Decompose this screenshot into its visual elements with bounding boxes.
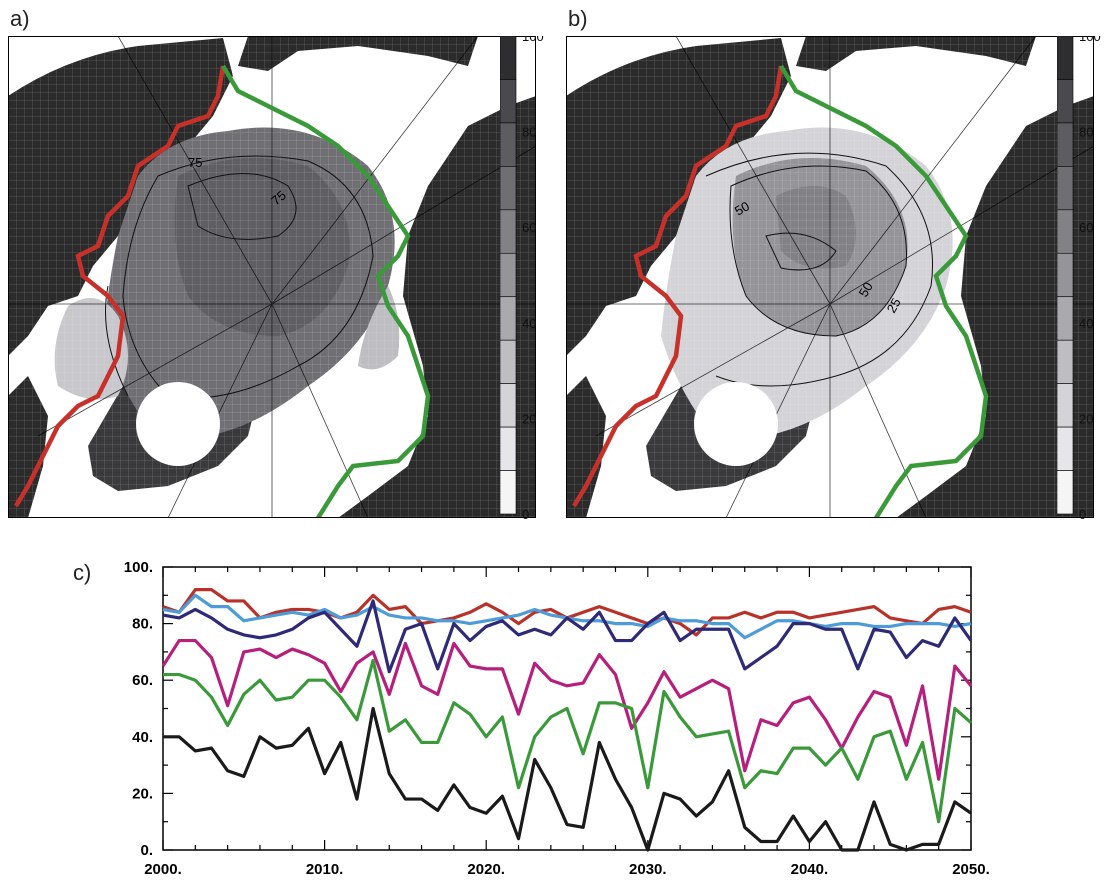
y-tick-label: 60. (132, 672, 153, 689)
colorbar-tick-label: 20 (522, 411, 536, 426)
pole-hole (694, 382, 778, 466)
colorbar-b: 100 80 60 40 20 0 (1057, 36, 1101, 522)
colorbar-cell (1057, 470, 1074, 515)
x-axis: 2000. 2010. 2020. 2030. 2040. 2050. (144, 567, 990, 878)
colorbar-cell (1057, 252, 1074, 298)
contour-label-25: 25 (884, 295, 904, 315)
green-boundary (779, 64, 989, 518)
colorbar-cell (1057, 36, 1074, 80)
colorbar-cell (1057, 122, 1074, 167)
x-tick-label: 2030. (629, 861, 667, 878)
colorbar-cell (500, 252, 517, 298)
panel-c-label: c) (73, 560, 92, 585)
x-tick-label: 2000. (144, 861, 182, 878)
colorbar-tick-label: 80 (1079, 125, 1093, 140)
y-tick-label: 40. (132, 729, 153, 746)
panel-b-label: b) (568, 6, 588, 31)
colorbar-cell (500, 296, 517, 341)
colorbar-tick-label: 100 (522, 36, 544, 44)
colorbar-cell (1057, 79, 1074, 124)
colorbar-tick-label: 20 (1079, 411, 1093, 426)
colorbar-tick-label: 40 (522, 316, 536, 331)
colorbar-cell (1057, 209, 1074, 254)
y-tick-label: 20. (132, 785, 153, 802)
x-tick-label: 2040. (791, 861, 829, 878)
contours (705, 152, 934, 387)
colorbar-tick-label: 60 (1079, 220, 1093, 235)
colorbar-cell (500, 339, 517, 384)
colorbar-tick-label: 80 (522, 125, 536, 140)
series-line-6 (163, 706, 972, 852)
colorbar-tick-label: 60 (522, 220, 536, 235)
colorbar-tick-label: 0 (522, 507, 529, 522)
colorbar-cell (500, 166, 517, 211)
meridians (8, 36, 536, 518)
colorbar-cell (500, 209, 517, 254)
colorbar-cell (500, 470, 517, 515)
map-a-frame (8, 36, 536, 518)
map-b-frame (566, 36, 1094, 518)
map-a: 75 75 (8, 36, 536, 518)
y-tick-label: 80. (132, 616, 153, 633)
y-axis: 0. 20. 40. 60. 80. 100. (124, 559, 971, 859)
colorbar-cell (500, 36, 517, 80)
red-boundary (14, 65, 226, 508)
colorbar-b-cells (1057, 36, 1074, 515)
series-line-5 (163, 658, 973, 824)
colorbar-tick-label: 100 (1079, 36, 1101, 44)
colorbar-cell (500, 79, 517, 124)
x-tick-label: 2010. (306, 861, 344, 878)
colorbar-tick-label: 40 (1079, 316, 1093, 331)
contour-label-50-2: 50 (856, 279, 876, 299)
green-boundary (221, 64, 431, 518)
pole-hole (136, 382, 220, 466)
contour-label-50-1: 50 (732, 198, 752, 218)
panel-a-label: a) (10, 6, 30, 31)
y-tick-label: 0. (140, 842, 153, 859)
y-tick-label: 100. (124, 559, 153, 576)
red-boundary (572, 65, 784, 508)
colorbar-a-cells (500, 36, 517, 515)
x-tick-label: 2050. (952, 861, 990, 878)
series-line-4 (161, 638, 973, 781)
colorbar-cell (1057, 383, 1074, 428)
series-line-3 (162, 599, 973, 674)
colorbar-cell (1057, 426, 1074, 471)
x-tick-label: 2020. (467, 861, 505, 878)
colorbar-cell (500, 122, 517, 167)
colorbar-cell (1057, 166, 1074, 211)
map-b: 50 50 25 (566, 36, 1094, 518)
colorbar-a-ticks: 100 80 60 40 20 0 (522, 36, 544, 522)
colorbar-cell (1057, 296, 1074, 341)
series-lines (161, 588, 973, 852)
colorbar-cell (1057, 339, 1074, 384)
colorbar-b-ticks: 100 80 60 40 20 0 (1079, 36, 1101, 522)
contour-label-75-1: 75 (188, 155, 202, 170)
timeseries-chart: 2000. 2010. 2020. 2030. 2040. 2050. 0. 20. 40. 6… (124, 559, 990, 878)
colorbar-tick-label: 0 (1079, 507, 1086, 522)
colorbar-cell (500, 383, 517, 428)
meridians (566, 36, 1094, 518)
colorbar-a: 100 80 60 40 20 0 (500, 36, 544, 522)
colorbar-cell (500, 426, 517, 471)
